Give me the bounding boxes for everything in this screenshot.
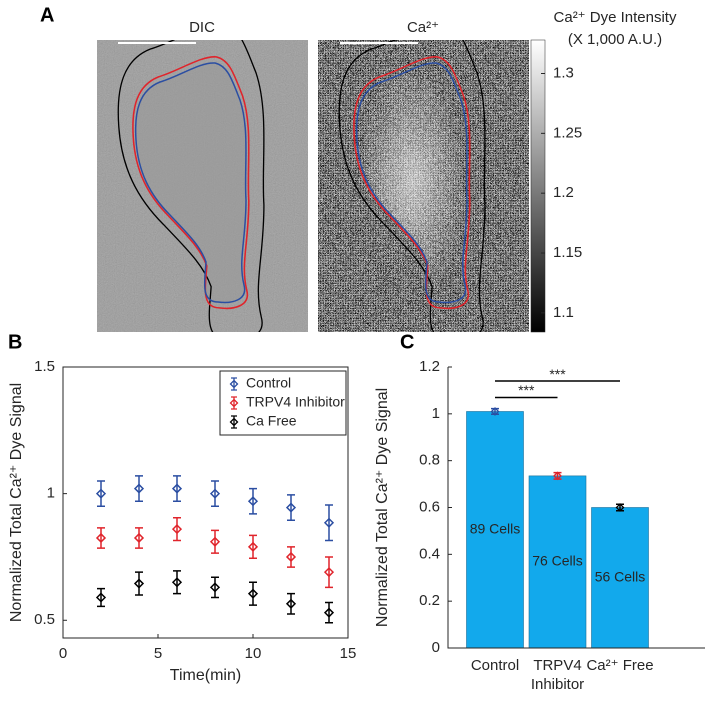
x-axis-label: Time(min) <box>170 667 241 684</box>
error-bar <box>173 475 181 502</box>
error-bar <box>325 601 333 624</box>
error-bar <box>173 570 181 595</box>
y-tick-label: 0.8 <box>419 452 440 469</box>
marker <box>171 577 183 588</box>
bar-text: 76 Cells <box>532 553 583 569</box>
error-bar <box>249 487 257 515</box>
marker <box>95 532 107 544</box>
panel-label: C <box>400 331 414 353</box>
error-bar <box>211 480 219 508</box>
marker <box>615 503 625 512</box>
legend-label: Control <box>246 375 291 391</box>
x-tick-label: 10 <box>245 645 262 662</box>
error-bar <box>325 556 333 589</box>
x-tick-label: 0 <box>59 645 67 662</box>
colorbar-subtitle: (X 1,000 A.U.) <box>568 31 662 48</box>
y-tick-label: 1 <box>432 405 440 422</box>
bar-text: 56 Cells <box>595 568 646 584</box>
panel-label: A <box>40 4 54 26</box>
x-tick-label: 15 <box>340 645 357 662</box>
marker <box>247 588 259 599</box>
marker <box>285 598 297 609</box>
x-tick-label: Ca²⁺ Free <box>586 657 653 674</box>
legend-label: TRPV4 Inhibitor <box>246 394 345 410</box>
marker <box>247 496 259 507</box>
axes-box <box>62 366 349 639</box>
y-axis-label: Normalized Total Ca²⁺ Dye Signal <box>374 388 391 627</box>
marker <box>323 567 335 578</box>
y-tick-label: 0 <box>432 639 440 656</box>
legend-marker <box>229 396 239 410</box>
y-tick-label: 0.2 <box>419 592 440 609</box>
colorbar-tick-label: 1.15 <box>553 244 582 261</box>
significance-label: *** <box>518 382 535 398</box>
bar-text: 89 Cells <box>470 520 521 536</box>
legend-label: Ca Free <box>246 413 297 429</box>
y-tick-label: 1.2 <box>419 358 440 375</box>
error-bar <box>97 587 105 608</box>
y-tick-label: 0.5 <box>34 611 55 628</box>
marker <box>133 532 145 544</box>
marker <box>490 407 500 416</box>
dic-image <box>97 40 308 332</box>
marker <box>209 582 221 593</box>
y-axis-label: Normalized Total Ca²⁺ Dye Signal <box>8 383 25 622</box>
colorbar <box>530 39 546 333</box>
marker <box>209 536 221 547</box>
y-tick-label: 0.4 <box>419 545 440 562</box>
axes <box>447 367 705 649</box>
error-bar <box>173 516 181 542</box>
calcium-image <box>318 40 529 332</box>
y-tick-label: 1 <box>47 485 55 502</box>
x-tick-label: TRPV4 Inhibitor <box>531 657 584 693</box>
marker <box>285 502 297 513</box>
panel-label: B <box>8 331 22 353</box>
marker <box>209 488 221 499</box>
colorbar-tick-label: 1.2 <box>553 184 574 201</box>
bar <box>528 475 587 649</box>
marker <box>285 551 297 563</box>
error-bar <box>135 527 143 549</box>
x-tick-label: 5 <box>154 645 162 662</box>
error-bar <box>325 504 333 542</box>
marker <box>553 471 562 481</box>
marker <box>171 524 183 535</box>
error-bar <box>97 527 105 549</box>
marker <box>323 517 335 528</box>
image-title: DIC <box>189 19 215 36</box>
error-bar <box>135 475 143 502</box>
error-bar <box>211 529 219 554</box>
colorbar-title: Ca²⁺ Dye Intensity <box>554 9 677 26</box>
marker <box>95 488 107 499</box>
legend-marker <box>229 415 239 429</box>
marker <box>323 607 335 618</box>
significance-label: *** <box>549 366 566 382</box>
error-bar <box>211 576 219 599</box>
legend-marker <box>229 377 239 391</box>
error-bar <box>249 534 257 559</box>
error-bar <box>287 494 295 521</box>
marker <box>171 483 183 494</box>
plots: 1.11.151.21.251.3B0 5 10 150.511.5Time(min)… <box>8 64 705 693</box>
x-tick-label: Control <box>471 657 519 674</box>
error-bar <box>97 480 105 508</box>
marker <box>133 578 145 589</box>
colorbar-tick-label: 1.25 <box>553 124 582 141</box>
legend-box <box>219 370 347 436</box>
marker <box>95 592 107 603</box>
colorbar-tick-label: 1.3 <box>553 64 574 81</box>
colorbar-tick-label: 1.1 <box>553 304 574 321</box>
error-bar <box>287 546 295 568</box>
error-bar <box>135 571 143 596</box>
y-tick-label: 1.5 <box>34 358 55 375</box>
y-tick-label: 0.6 <box>419 498 440 515</box>
marker <box>133 483 145 494</box>
error-bar <box>287 592 295 615</box>
marker <box>247 541 259 552</box>
image-title: Ca²⁺ <box>407 19 439 36</box>
bar <box>591 507 649 649</box>
error-bar <box>249 581 257 606</box>
